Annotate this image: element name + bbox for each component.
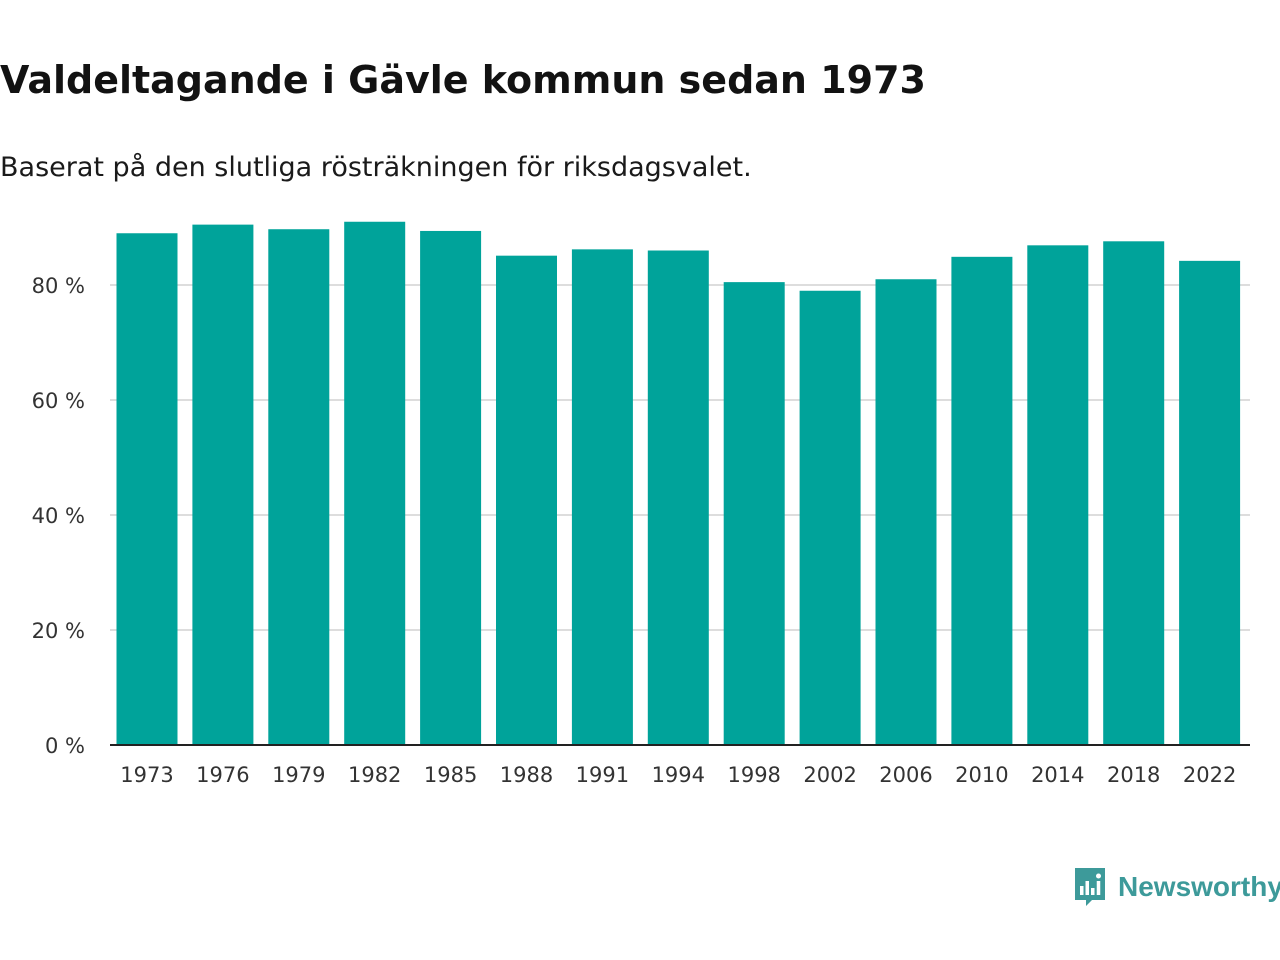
bar	[1179, 260, 1241, 745]
x-tick-label: 1976	[196, 763, 249, 787]
bar	[192, 224, 254, 745]
bar	[1027, 245, 1089, 745]
x-tick-label: 2010	[955, 763, 1008, 787]
bars	[116, 221, 1241, 746]
x-tick-label: 2018	[1107, 763, 1160, 787]
y-tick-label: 20 %	[32, 619, 85, 643]
bar	[799, 290, 861, 745]
brand-logo: Newsworthy	[1072, 866, 1280, 908]
bar	[116, 233, 178, 745]
bar	[951, 256, 1013, 745]
bar	[647, 250, 709, 745]
y-tick-label: 80 %	[32, 274, 85, 298]
x-tick-label: 1982	[348, 763, 401, 787]
bar-chart: 0 % 20 % 40 % 60 % 80 % 1973 1976 1979 1982 1985…	[32, 221, 1250, 787]
y-axis-ticks: 0 % 20 % 40 % 60 % 80 %	[32, 274, 85, 758]
x-tick-label: 1988	[500, 763, 553, 787]
chart-title: Valdeltagande i Gävle kommun sedan 1973	[0, 58, 926, 102]
x-tick-label: 2022	[1183, 763, 1236, 787]
x-axis-ticks: 1973 1976 1979 1982 1985 1988 1991 1994 1998 2002…	[120, 763, 1236, 787]
x-tick-label: 1991	[576, 763, 629, 787]
bar	[571, 249, 633, 745]
x-tick-label: 2006	[879, 763, 932, 787]
bar	[1103, 241, 1165, 746]
x-tick-label: 1994	[652, 763, 705, 787]
bar	[344, 221, 406, 745]
bar	[268, 229, 330, 746]
y-tick-label: 0 %	[45, 734, 85, 758]
bar	[420, 230, 482, 745]
brand-name: Newsworthy	[1118, 871, 1280, 902]
x-tick-label: 1998	[727, 763, 780, 787]
x-tick-label: 1985	[424, 763, 477, 787]
chart-subtitle: Baserat på den slutliga rösträkningen fö…	[0, 152, 752, 183]
x-tick-label: 1979	[272, 763, 325, 787]
bar	[875, 279, 937, 745]
y-tick-label: 60 %	[32, 389, 85, 413]
newsworthy-logo-icon	[1075, 868, 1105, 906]
x-tick-label: 1973	[120, 763, 173, 787]
bar	[496, 255, 557, 746]
bar	[723, 282, 785, 745]
x-tick-label: 2014	[1031, 763, 1084, 787]
x-tick-label: 2002	[803, 763, 856, 787]
y-tick-label: 40 %	[32, 504, 85, 528]
